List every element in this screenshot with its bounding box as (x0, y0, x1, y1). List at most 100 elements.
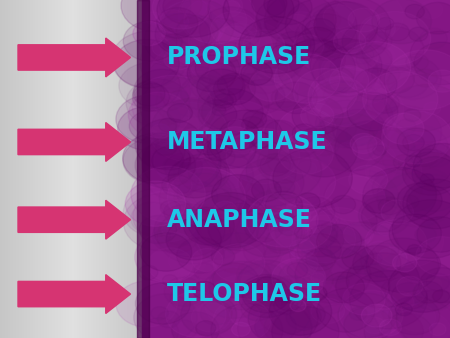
Circle shape (397, 128, 436, 157)
Circle shape (135, 283, 190, 324)
Circle shape (198, 100, 237, 129)
Circle shape (268, 153, 294, 173)
Circle shape (264, 310, 312, 338)
Circle shape (315, 100, 379, 148)
Circle shape (123, 189, 187, 237)
Circle shape (207, 110, 284, 168)
Circle shape (381, 200, 414, 224)
Circle shape (407, 186, 450, 220)
Circle shape (208, 85, 228, 99)
Circle shape (208, 16, 259, 54)
Circle shape (330, 222, 399, 274)
Circle shape (194, 193, 268, 248)
Circle shape (333, 109, 386, 150)
Circle shape (207, 89, 236, 111)
Circle shape (201, 135, 226, 153)
Circle shape (154, 137, 218, 185)
Circle shape (319, 295, 344, 314)
Circle shape (290, 224, 369, 283)
Circle shape (162, 98, 223, 143)
Circle shape (385, 75, 450, 131)
Circle shape (372, 0, 432, 44)
Circle shape (176, 16, 218, 47)
Circle shape (414, 143, 450, 188)
Circle shape (164, 277, 203, 306)
Circle shape (163, 0, 210, 24)
Circle shape (293, 35, 324, 58)
Circle shape (213, 73, 256, 105)
Circle shape (310, 133, 339, 155)
Circle shape (338, 293, 397, 338)
Circle shape (368, 101, 387, 115)
Circle shape (195, 225, 241, 259)
Circle shape (243, 60, 288, 94)
Circle shape (378, 197, 401, 215)
Circle shape (319, 40, 392, 95)
Circle shape (403, 179, 450, 229)
Circle shape (117, 106, 176, 150)
Circle shape (215, 53, 230, 65)
Circle shape (230, 304, 260, 326)
Circle shape (148, 60, 191, 93)
Circle shape (414, 42, 450, 84)
Circle shape (200, 301, 232, 325)
Circle shape (285, 0, 357, 52)
Circle shape (149, 102, 228, 162)
Circle shape (208, 203, 271, 251)
Circle shape (269, 203, 332, 250)
Circle shape (133, 21, 165, 46)
Circle shape (303, 274, 319, 286)
Circle shape (235, 207, 302, 257)
Circle shape (178, 0, 255, 44)
Text: ANAPHASE: ANAPHASE (166, 208, 311, 232)
Circle shape (295, 14, 357, 60)
Circle shape (221, 40, 257, 67)
Circle shape (152, 136, 178, 155)
Circle shape (342, 283, 385, 315)
Circle shape (273, 275, 310, 303)
Circle shape (382, 307, 401, 320)
Circle shape (387, 291, 414, 312)
Circle shape (382, 113, 424, 144)
Circle shape (366, 238, 439, 292)
Circle shape (157, 208, 231, 264)
Circle shape (287, 263, 308, 278)
Text: TELOPHASE: TELOPHASE (166, 282, 322, 306)
Circle shape (419, 143, 450, 167)
Circle shape (247, 102, 325, 161)
Circle shape (207, 131, 256, 168)
Bar (142, 0, 450, 338)
Circle shape (212, 26, 256, 59)
Circle shape (250, 69, 292, 101)
Circle shape (365, 220, 427, 266)
Circle shape (260, 153, 290, 176)
Circle shape (377, 166, 450, 227)
Circle shape (311, 113, 388, 171)
Circle shape (225, 176, 242, 188)
Circle shape (214, 201, 237, 219)
Circle shape (274, 296, 298, 314)
Circle shape (164, 48, 194, 70)
Circle shape (409, 174, 450, 212)
Circle shape (114, 40, 179, 88)
Circle shape (239, 17, 315, 74)
Circle shape (255, 276, 282, 297)
Circle shape (360, 243, 406, 277)
Circle shape (350, 134, 377, 153)
Circle shape (194, 131, 226, 155)
Circle shape (242, 277, 289, 313)
Circle shape (369, 160, 406, 188)
Circle shape (396, 119, 416, 134)
Circle shape (182, 0, 207, 17)
Circle shape (184, 0, 247, 44)
Circle shape (144, 106, 199, 147)
Circle shape (302, 1, 377, 58)
Circle shape (414, 69, 437, 87)
Circle shape (302, 230, 368, 280)
Circle shape (344, 307, 392, 338)
Circle shape (417, 2, 450, 34)
Circle shape (323, 5, 355, 28)
Circle shape (329, 138, 398, 190)
Circle shape (277, 174, 320, 207)
Circle shape (292, 96, 343, 135)
